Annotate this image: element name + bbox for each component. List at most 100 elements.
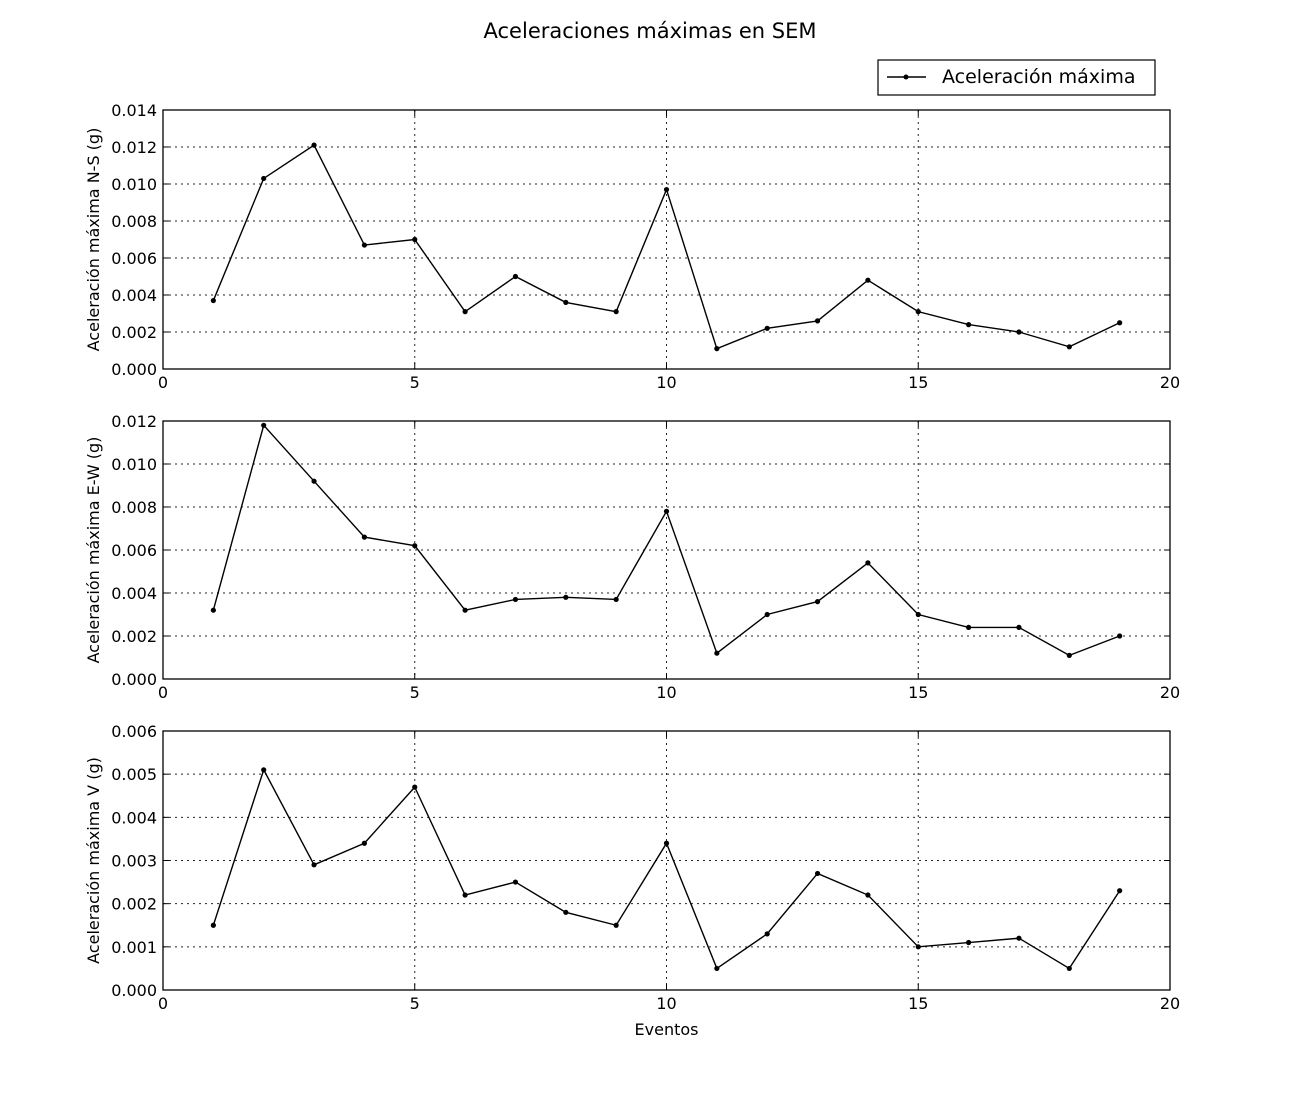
data-point — [361, 242, 367, 248]
data-point — [814, 599, 821, 605]
y-tick-label: 0.002 — [111, 323, 157, 342]
y-tick-label: 0.008 — [111, 498, 157, 517]
data-point — [1117, 320, 1123, 326]
data-point — [512, 273, 519, 280]
y-tick-label: 0.010 — [111, 175, 157, 194]
y-tick-label: 0.002 — [111, 895, 157, 914]
data-point — [1016, 329, 1022, 335]
y-tick-label: 0.000 — [111, 360, 157, 379]
data-point — [865, 892, 871, 898]
x-tick-label: 0 — [158, 994, 168, 1013]
y-tick-label: 0.001 — [111, 938, 157, 957]
data-point — [915, 611, 921, 618]
y-tick-label: 0.003 — [111, 852, 157, 871]
data-point — [865, 560, 871, 566]
data-point — [966, 624, 972, 631]
y-tick-label: 0.006 — [111, 249, 157, 268]
x-axis-label: Eventos — [635, 1020, 699, 1039]
data-point — [412, 784, 418, 790]
y-tick-label: 0.004 — [111, 286, 157, 305]
legend-label: Aceleración máxima — [942, 66, 1135, 88]
data-point — [210, 297, 216, 304]
data-point — [311, 862, 317, 868]
data-point — [663, 840, 670, 846]
data-point — [915, 309, 921, 315]
y-tick-label: 0.006 — [111, 541, 157, 560]
data-point — [462, 892, 468, 898]
data-point — [210, 922, 216, 928]
data-point — [210, 607, 216, 613]
data-point — [412, 236, 418, 243]
legend: Aceleración máxima — [877, 59, 1156, 96]
y-tick-label: 0.012 — [111, 138, 157, 157]
x-tick-label: 5 — [410, 994, 420, 1013]
data-point — [714, 346, 720, 352]
data-point — [311, 478, 317, 484]
x-tick-label: 15 — [908, 683, 928, 702]
y-tick-label: 0.005 — [111, 765, 157, 784]
data-point — [512, 596, 519, 603]
data-point — [412, 543, 418, 549]
x-tick-label: 10 — [656, 373, 676, 392]
data-point — [1117, 888, 1123, 894]
data-point — [663, 508, 670, 514]
legend-marker-swatch — [903, 74, 909, 80]
data-point — [1117, 633, 1123, 639]
y-tick-label: 0.014 — [111, 101, 157, 120]
y-tick-label: 0.012 — [111, 412, 157, 431]
data-point — [865, 277, 871, 283]
data-point — [764, 325, 770, 331]
y-tick-label: 0.004 — [111, 808, 157, 827]
data-point — [261, 422, 267, 428]
data-point — [311, 142, 317, 148]
data-point — [512, 879, 519, 885]
data-point — [1016, 935, 1022, 941]
data-point — [261, 175, 267, 182]
data-point — [764, 931, 770, 937]
x-tick-label: 0 — [158, 373, 168, 392]
data-point — [613, 596, 619, 603]
x-tick-label: 15 — [908, 373, 928, 392]
subplot-v: 0 5 10 15 20 0.000 0.001 0.002 0.003 0.004 0.005 0.… — [84, 722, 1180, 1039]
subplot-ew: 0 5 10 15 20 0.000 0.002 0.004 0.006 0.008 0.010 0.… — [84, 412, 1180, 702]
y-axis-label-ns: Aceleración máxima N-S (g) — [84, 128, 103, 352]
x-tick-label: 15 — [908, 994, 928, 1013]
y-tick-label: 0.002 — [111, 627, 157, 646]
data-point — [966, 322, 972, 328]
y-tick-label: 0.010 — [111, 455, 157, 474]
x-tick-label: 20 — [1160, 994, 1180, 1013]
x-tick-label: 0 — [158, 683, 168, 702]
data-point — [361, 534, 367, 540]
data-point — [814, 870, 821, 877]
subplot-ns: 0 5 10 15 20 0.000 0.002 0.004 0.006 0.008 0.010 0.… — [84, 101, 1180, 392]
data-point — [1016, 624, 1022, 631]
data-point — [814, 318, 821, 324]
data-point — [663, 186, 670, 193]
x-tick-label: 20 — [1160, 683, 1180, 702]
x-tick-label: 10 — [656, 683, 676, 702]
data-point — [613, 922, 619, 928]
data-point — [361, 840, 367, 846]
data-point — [714, 650, 720, 656]
x-tick-label: 5 — [410, 373, 420, 392]
data-point — [714, 965, 720, 972]
figure-title: Aceleraciones máximas en SEM — [484, 19, 817, 43]
data-point — [966, 939, 972, 946]
data-point — [1066, 965, 1072, 972]
x-tick-label: 10 — [656, 994, 676, 1013]
data-point — [915, 944, 921, 950]
data-point — [563, 909, 569, 915]
y-tick-label: 0.000 — [111, 670, 157, 689]
data-point — [261, 767, 267, 773]
data-point — [1066, 344, 1072, 350]
data-point — [462, 309, 468, 315]
y-tick-label: 0.008 — [111, 212, 157, 231]
y-tick-label: 0.000 — [111, 981, 157, 1000]
y-tick-label: 0.004 — [111, 584, 157, 603]
y-tick-label: 0.006 — [111, 722, 157, 741]
data-point — [563, 594, 569, 600]
x-tick-label: 20 — [1160, 373, 1180, 392]
data-point — [462, 607, 468, 613]
y-axis-label-v: Aceleración máxima V (g) — [84, 757, 103, 964]
